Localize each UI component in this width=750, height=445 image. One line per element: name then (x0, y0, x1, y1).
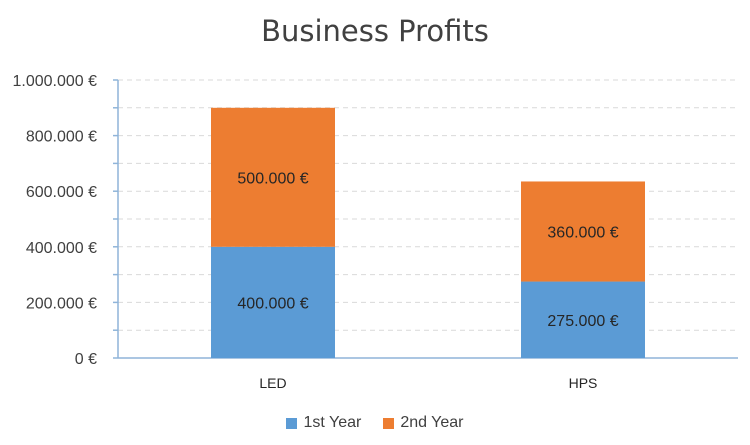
legend-item-2nd-year: 2nd Year (383, 414, 464, 432)
legend-swatch-2nd-year (383, 417, 395, 429)
chart-plot: 0 € 200.000 € 400.000 € 600.000 € 800.000 € 1… (12, 73, 738, 391)
legend-label-2nd-year: 2nd Year (400, 414, 464, 431)
y-tick-label: 1.000.000 € (12, 73, 97, 90)
y-tick-label: 800.000 € (26, 129, 97, 146)
data-label-hps-series-1: 275.000 € (547, 313, 618, 330)
bar-led-series-1 (211, 246, 335, 358)
bar-led-series-2 (211, 107, 335, 247)
legend-item-1st-year: 1st Year (286, 414, 361, 432)
data-label-led-series-2: 500.000 € (237, 170, 308, 187)
x-category-label: LED (259, 375, 286, 391)
x-category-label: HPS (569, 375, 598, 391)
data-label-led-series-1: 400.000 € (237, 295, 308, 312)
data-label-hps-series-2: 360.000 € (547, 225, 618, 242)
bar-hps-series-2 (521, 181, 645, 282)
y-tick-label: 0 € (75, 351, 97, 368)
chart-title: Business Profits (261, 14, 489, 48)
legend-swatch-1st-year (286, 417, 298, 429)
y-tick-label: 400.000 € (26, 240, 97, 257)
legend-label-1st-year: 1st Year (303, 414, 362, 431)
bar-hps-series-1 (521, 281, 645, 358)
y-tick-label: 600.000 € (26, 184, 97, 201)
chart-legend: 1st Year 2nd Year (0, 414, 750, 432)
y-tick-label: 200.000 € (26, 295, 97, 312)
